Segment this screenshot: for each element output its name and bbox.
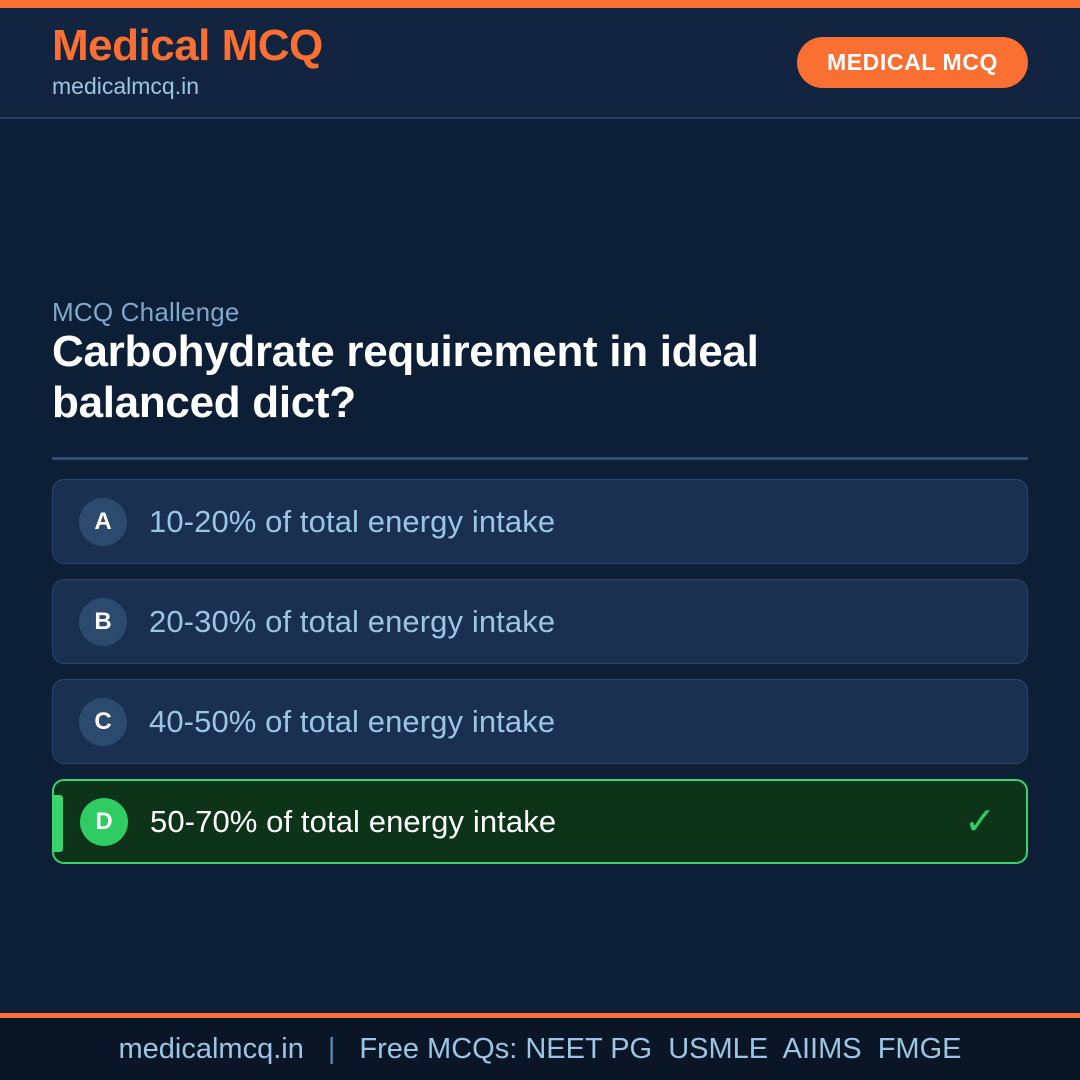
footer-accent-rule (0, 1013, 1080, 1018)
option-letter-badge: A (79, 497, 127, 546)
correct-accent-bar (54, 795, 63, 852)
question-content: MCQ Challenge Carbohydrate requirement i… (0, 119, 1080, 1013)
option-row-b[interactable]: B 20-30% of total energy intake ✓ (52, 579, 1028, 664)
footer-exams-label: Free MCQs: NEET PG USMLE AIIMS FMGE (359, 1032, 962, 1065)
header-badge[interactable]: MEDICAL MCQ (796, 37, 1028, 88)
site-header: Medical MCQ medicalmcq.in MEDICAL MCQ (0, 8, 1080, 119)
option-label: 10-20% of total energy intake (149, 503, 556, 539)
option-row-c[interactable]: C 40-50% of total energy intake ✓ (52, 679, 1028, 764)
options-list: A 10-20% of total energy intake ✓ B 20-3… (52, 479, 1028, 879)
option-label: 20-30% of total energy intake (149, 603, 556, 639)
option-label: 50-70% of total energy intake (150, 803, 557, 839)
brand-subtitle: medicalmcq.in (52, 72, 199, 99)
option-row-d[interactable]: D 50-70% of total energy intake ✓ (52, 779, 1028, 864)
top-accent-rule (0, 0, 1080, 8)
footer-site-link[interactable]: medicalmcq.in (118, 1032, 304, 1065)
option-letter-badge: C (79, 697, 127, 746)
footer-separator: | (327, 1032, 336, 1065)
question-divider (52, 457, 1028, 460)
check-icon: ✓ (964, 800, 996, 843)
site-footer: medicalmcq.in | Free MCQs: NEET PG USMLE… (0, 1018, 1080, 1080)
option-row-a[interactable]: A 10-20% of total energy intake ✓ (52, 479, 1028, 564)
option-label: 40-50% of total energy intake (149, 703, 556, 739)
question-title: Carbohydrate requirement in ideal balanc… (52, 327, 759, 428)
option-letter-badge: D (80, 797, 128, 846)
question-label: MCQ Challenge (52, 297, 240, 327)
brand-title: Medical MCQ (52, 21, 323, 71)
brand-block: Medical MCQ medicalmcq.in (52, 23, 323, 101)
option-letter-badge: B (79, 597, 127, 646)
